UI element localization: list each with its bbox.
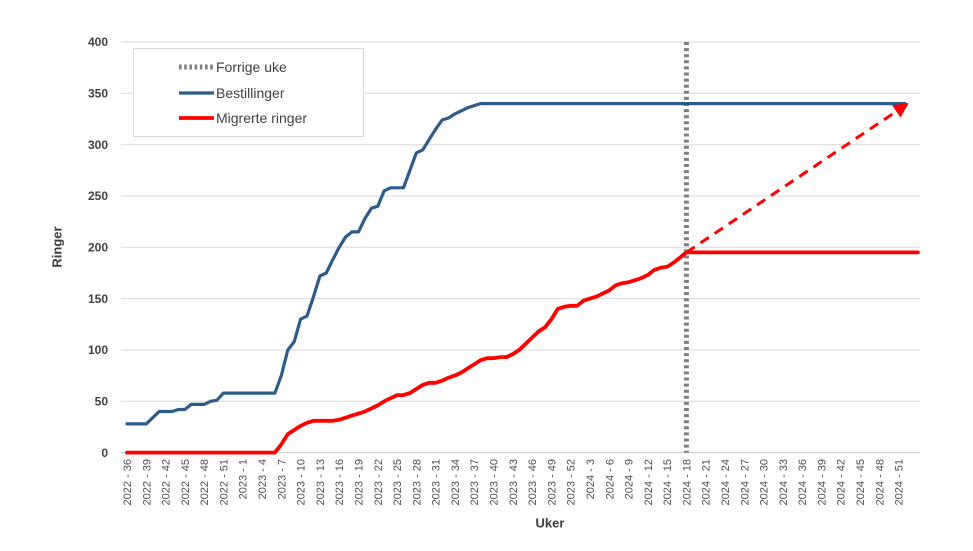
legend-label-forrige-uke: Forrige uke <box>216 58 287 75</box>
red-line-icon <box>179 116 214 121</box>
x-tick-label: 2024 - 3 <box>585 459 597 499</box>
x-tick-label: 2022 - 51 <box>218 459 230 505</box>
x-tick-label: 2024 - 30 <box>759 459 771 505</box>
legend: Forrige uke Bestillinger Migrerte ringer <box>133 48 364 137</box>
blue-line-icon <box>179 90 214 95</box>
y-tick-label-250: 250 <box>88 189 108 203</box>
x-tick-label: 2024 - 15 <box>662 459 674 505</box>
x-tick-label: 2024 - 42 <box>836 459 848 505</box>
x-tick-label: 2022 - 36 <box>122 459 134 505</box>
x-tick-label: 2024 - 12 <box>643 459 655 505</box>
x-tick-label: 2024 - 6 <box>604 459 616 499</box>
x-tick-label: 2024 - 18 <box>681 459 693 505</box>
y-tick-label-350: 350 <box>88 87 108 101</box>
x-tick-label: 2023 - 22 <box>373 459 385 505</box>
x-tick-label: 2023 - 37 <box>469 459 481 505</box>
x-tick-label: 2024 - 21 <box>701 459 713 505</box>
x-tick-label: 2024 - 27 <box>739 459 751 505</box>
legend-item-migrerte-ringer: Migrerte ringer <box>178 105 359 131</box>
legend-item-forrige-uke: Forrige uke <box>178 54 359 80</box>
x-tick-label: 2022 - 42 <box>161 459 173 505</box>
x-tick-label: 2024 - 36 <box>797 459 809 505</box>
series-line-bestillinger <box>125 101 907 426</box>
y-tick-label-100: 100 <box>88 343 108 357</box>
x-tick-label: 2023 - 43 <box>508 459 520 505</box>
x-tick-label: 2024 - 9 <box>624 459 636 499</box>
x-tick-label: 2023 - 49 <box>546 459 558 505</box>
y-axis-title: Ringer <box>49 226 65 268</box>
x-tick-label: 2024 - 48 <box>874 459 886 505</box>
x-tick-label: 2023 - 46 <box>527 459 539 505</box>
x-tick-label: 2023 - 13 <box>315 459 327 505</box>
x-tick-label: 2022 - 48 <box>199 459 211 505</box>
x-tick-label: 2023 - 40 <box>489 459 501 505</box>
x-tick-label: 2022 - 45 <box>180 459 192 505</box>
x-tick-label: 2023 - 16 <box>334 459 346 505</box>
x-tick-label: 2023 - 52 <box>566 459 578 505</box>
x-tick-label: 2023 - 28 <box>411 459 423 505</box>
x-tick-label: 2024 - 45 <box>855 459 867 505</box>
legend-label-migrerte-ringer: Migrerte ringer <box>216 110 308 127</box>
x-tick-label: 2024 - 24 <box>720 459 732 505</box>
x-tick-label: 2023 - 1 <box>238 459 250 499</box>
x-axis-title: Uker <box>535 515 565 531</box>
x-tick-label: 2023 - 19 <box>354 459 366 505</box>
x-tick-label: 2024 - 33 <box>778 459 790 505</box>
y-tick-label-0: 0 <box>101 446 108 460</box>
x-tick-label: 2023 - 31 <box>431 459 443 505</box>
x-tick-label: 2023 - 10 <box>296 459 308 505</box>
y-tick-label-150: 150 <box>88 292 108 306</box>
y-tick-label-400: 400 <box>88 35 108 49</box>
x-tick-label: 2023 - 7 <box>276 459 288 499</box>
x-tick-label: 2024 - 51 <box>894 459 906 505</box>
y-tick-label-50: 50 <box>95 395 109 409</box>
series-line-migrerte-ringer <box>125 250 920 455</box>
dotted-line-icon <box>179 64 214 70</box>
x-tick-label: 2023 - 4 <box>257 459 269 499</box>
y-tick-label-300: 300 <box>88 138 108 152</box>
x-tick-label: 2024 - 39 <box>816 459 828 505</box>
x-tick-label: 2023 - 25 <box>392 459 404 505</box>
legend-label-bestillinger: Bestillinger <box>216 84 285 101</box>
y-tick-label-200: 200 <box>88 241 108 255</box>
x-tick-label: 2022 - 39 <box>141 459 153 505</box>
projection-dashed-arrow <box>685 103 909 254</box>
x-tick-label: 2023 - 34 <box>450 459 462 505</box>
legend-item-bestillinger: Bestillinger <box>178 80 359 106</box>
